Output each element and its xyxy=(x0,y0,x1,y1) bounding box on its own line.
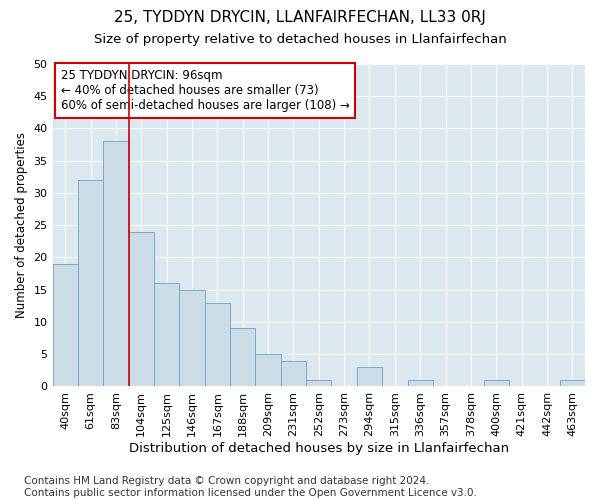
Bar xyxy=(154,284,179,387)
Bar xyxy=(230,328,256,386)
Text: 25 TYDDYN DRYCIN: 96sqm
← 40% of detached houses are smaller (73)
60% of semi-de: 25 TYDDYN DRYCIN: 96sqm ← 40% of detache… xyxy=(61,69,349,112)
Text: Size of property relative to detached houses in Llanfairfechan: Size of property relative to detached ho… xyxy=(94,32,506,46)
Y-axis label: Number of detached properties: Number of detached properties xyxy=(15,132,28,318)
Bar xyxy=(484,380,509,386)
Text: Contains HM Land Registry data © Crown copyright and database right 2024.
Contai: Contains HM Land Registry data © Crown c… xyxy=(24,476,477,498)
X-axis label: Distribution of detached houses by size in Llanfairfechan: Distribution of detached houses by size … xyxy=(129,442,509,455)
Bar xyxy=(78,180,103,386)
Bar xyxy=(256,354,281,386)
Bar xyxy=(407,380,433,386)
Bar xyxy=(357,367,382,386)
Bar xyxy=(281,360,306,386)
Bar xyxy=(306,380,331,386)
Bar xyxy=(560,380,585,386)
Bar xyxy=(179,290,205,386)
Bar xyxy=(103,142,128,386)
Bar xyxy=(53,264,78,386)
Bar xyxy=(205,302,230,386)
Text: 25, TYDDYN DRYCIN, LLANFAIRFECHAN, LL33 0RJ: 25, TYDDYN DRYCIN, LLANFAIRFECHAN, LL33 … xyxy=(114,10,486,25)
Bar xyxy=(128,232,154,386)
